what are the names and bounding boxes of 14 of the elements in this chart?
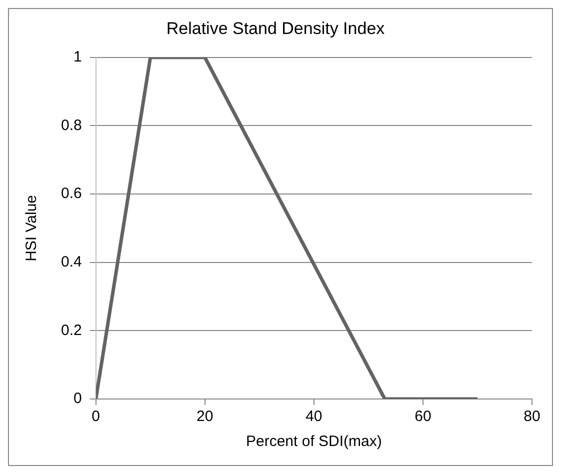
y-tick-label: 0.6 [60, 185, 82, 202]
x-tick-label: 60 [414, 408, 432, 426]
y-tick-label: 0.2 [60, 322, 82, 339]
y-axis-title: HSI Value [23, 194, 40, 262]
y-tick-label: 1 [74, 48, 82, 66]
y-tick-label: 0.4 [60, 254, 82, 270]
x-axis-title: Percent of SDI(max) [246, 433, 382, 450]
y-tick-label: 0 [74, 390, 82, 408]
x-tick-label: 80 [524, 408, 540, 426]
x-tick-label: 40 [306, 408, 322, 426]
x-tick-label: 0 [92, 408, 100, 426]
y-tick-label: 0.8 [60, 116, 82, 134]
x-tick-label: 20 [196, 408, 214, 426]
chart-title: Relative Stand Density Index [166, 18, 386, 38]
